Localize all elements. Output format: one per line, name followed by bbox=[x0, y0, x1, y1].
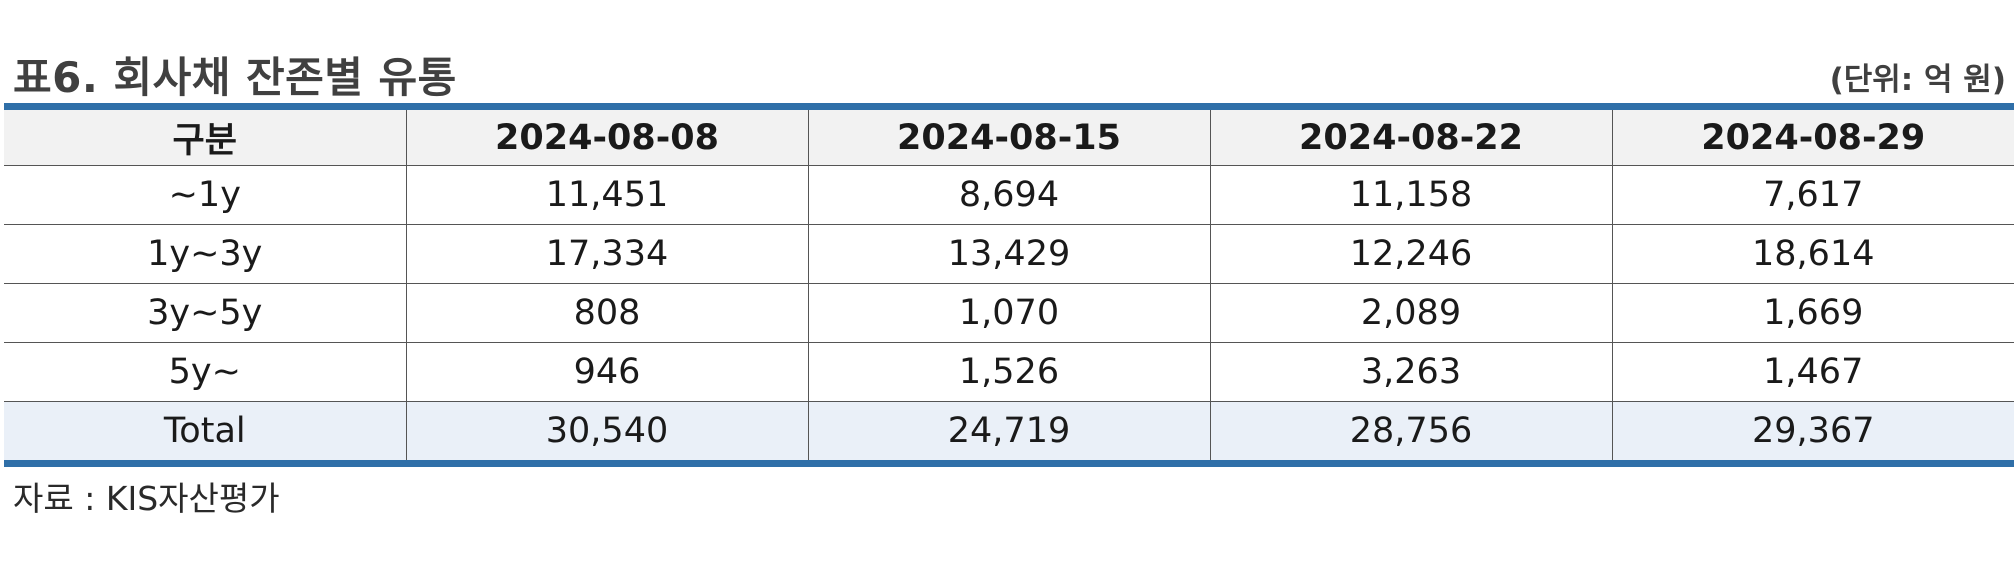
table-row: 3y~5y 808 1,070 2,089 1,669 bbox=[4, 283, 2014, 343]
table-cell: 28,756 bbox=[1209, 401, 1612, 460]
table-cell: 7,617 bbox=[1611, 165, 2014, 225]
table-row: ~1y 11,451 8,694 11,158 7,617 bbox=[4, 165, 2014, 225]
table-cell: 13,429 bbox=[807, 224, 1210, 284]
table-cell: 1,669 bbox=[1611, 283, 2014, 343]
table-cell: 946 bbox=[405, 342, 808, 402]
row-label: Total bbox=[4, 401, 406, 460]
table-cell: 17,334 bbox=[405, 224, 808, 284]
header-cell-date: 2024-08-08 bbox=[405, 110, 808, 166]
unit-label: (단위: 억 원) bbox=[1829, 62, 2006, 98]
table-row: 5y~ 946 1,526 3,263 1,467 bbox=[4, 342, 2014, 402]
table-cell: 1,526 bbox=[807, 342, 1210, 402]
table-cell: 30,540 bbox=[405, 401, 808, 460]
table-cell: 18,614 bbox=[1611, 224, 2014, 284]
header-cell-date: 2024-08-29 bbox=[1611, 110, 2014, 166]
table-cell: 1,467 bbox=[1611, 342, 2014, 402]
header-cell-date: 2024-08-22 bbox=[1209, 110, 1612, 166]
table-cell: 12,246 bbox=[1209, 224, 1612, 284]
corporate-bond-maturity-table: 구분 2024-08-08 2024-08-15 2024-08-22 2024… bbox=[4, 110, 2014, 460]
row-label: 1y~3y bbox=[4, 224, 406, 284]
table-cell: 3,263 bbox=[1209, 342, 1612, 402]
header-cell-date: 2024-08-15 bbox=[807, 110, 1210, 166]
table-cell: 8,694 bbox=[807, 165, 1210, 225]
table-cell: 11,158 bbox=[1209, 165, 1612, 225]
table-row: 1y~3y 17,334 13,429 12,246 18,614 bbox=[4, 224, 2014, 284]
total-row: Total 30,540 24,719 28,756 29,367 bbox=[4, 401, 2014, 460]
row-label: 5y~ bbox=[4, 342, 406, 402]
header-cell-category: 구분 bbox=[4, 110, 406, 166]
data-table-container: 구분 2024-08-08 2024-08-15 2024-08-22 2024… bbox=[4, 103, 2014, 467]
source-note: 자료 : KIS자산평가 bbox=[13, 479, 280, 518]
table-cell: 11,451 bbox=[405, 165, 808, 225]
table-title: 표6. 회사채 잔존별 유통 bbox=[13, 53, 457, 102]
row-label: ~1y bbox=[4, 165, 406, 225]
table-cell: 808 bbox=[405, 283, 808, 343]
row-label: 3y~5y bbox=[4, 283, 406, 343]
table-cell: 29,367 bbox=[1611, 401, 2014, 460]
table-cell: 24,719 bbox=[807, 401, 1210, 460]
table-cell: 1,070 bbox=[807, 283, 1210, 343]
table-cell: 2,089 bbox=[1209, 283, 1612, 343]
header-row: 구분 2024-08-08 2024-08-15 2024-08-22 2024… bbox=[4, 110, 2014, 166]
